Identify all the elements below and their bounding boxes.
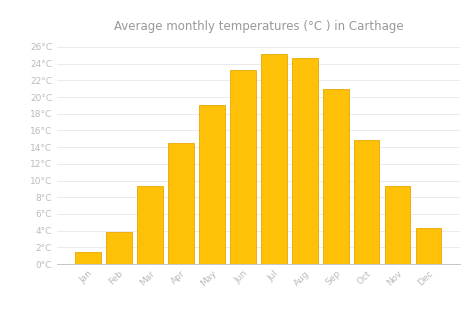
Title: Average monthly temperatures (°C ) in Carthage: Average monthly temperatures (°C ) in Ca… — [113, 20, 403, 33]
Bar — [230, 71, 255, 264]
Bar — [416, 228, 441, 264]
Bar — [385, 185, 410, 264]
Bar — [137, 186, 163, 264]
Bar — [199, 105, 225, 264]
Bar — [323, 89, 348, 264]
Bar — [261, 54, 286, 264]
Bar — [168, 143, 193, 264]
Bar — [106, 232, 132, 264]
Bar — [292, 58, 318, 264]
Bar — [75, 251, 100, 264]
Bar — [354, 140, 380, 264]
